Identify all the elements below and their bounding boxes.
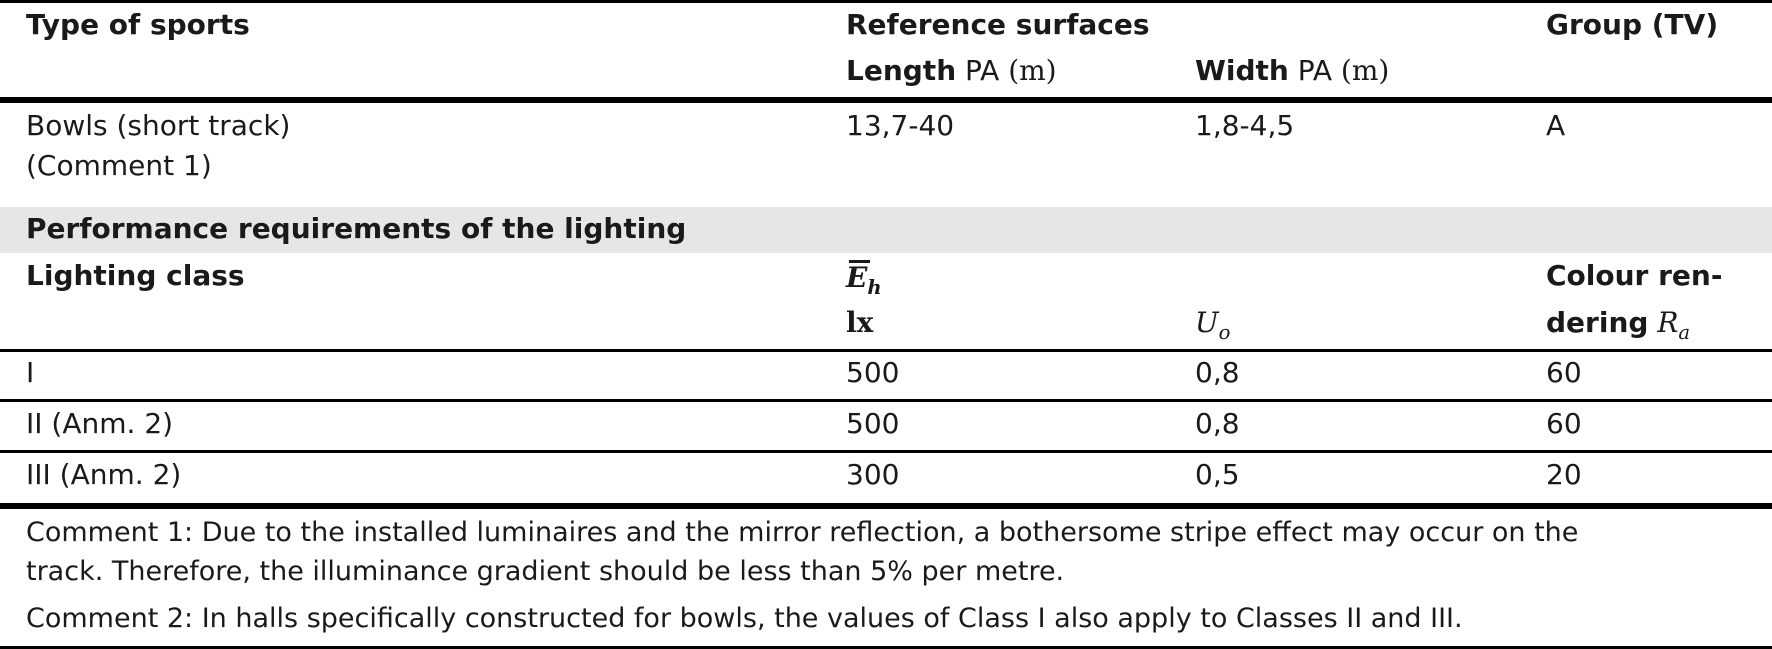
header-length: Length PA (m) — [846, 54, 1057, 88]
section-title: Performance requirements of the lighting — [26, 212, 687, 245]
row-3-eh: 300 — [846, 458, 900, 491]
header-eh-symbol: Eh — [846, 260, 882, 297]
header-eh-unit: lx — [846, 306, 874, 339]
row-2-uo: 0,8 — [1195, 407, 1240, 440]
comment-1-line1: Comment 1: Due to the installed luminair… — [26, 517, 1579, 548]
uo-subscript: o — [1218, 320, 1231, 344]
width-label: Width — [1195, 54, 1289, 87]
rule-header-bottom — [0, 97, 1772, 103]
length-label: Length — [846, 54, 957, 87]
header-uo-symbol: Uo — [1195, 306, 1230, 342]
rule-row-2 — [0, 450, 1772, 453]
sport-name-line2: (Comment 1) — [26, 149, 212, 182]
uo-letter: U — [1195, 306, 1219, 339]
header-reference-surfaces: Reference surfaces — [846, 8, 1150, 41]
header-colour-line2: dering Ra — [1546, 306, 1690, 342]
comment-1-line2: track. Therefore, the illuminance gradie… — [26, 556, 1065, 587]
row-2-ra: 60 — [1546, 407, 1582, 440]
row-3-ra: 20 — [1546, 458, 1582, 491]
section-band — [0, 207, 1772, 253]
rule-rows-bottom — [0, 503, 1772, 509]
length-unit-m: (m) — [1008, 54, 1057, 87]
header-type-of-sports: Type of sports — [26, 8, 250, 41]
header-lighting-class: Lighting class — [26, 259, 245, 292]
sport-group-value: A — [1546, 109, 1566, 142]
header-group-tv: Group (TV) — [1546, 8, 1719, 41]
rule-row-1 — [0, 399, 1772, 402]
rule-bottom — [0, 646, 1772, 649]
width-unit-m: (m) — [1340, 54, 1390, 87]
eh-letter: E — [846, 261, 868, 294]
row-1-class: I — [26, 356, 35, 389]
ra-subscript: a — [1678, 320, 1691, 344]
ra-letter: R — [1657, 306, 1679, 339]
sport-name-line1: Bowls (short track) — [26, 109, 291, 142]
row-3-uo: 0,5 — [1195, 458, 1240, 491]
header-width: Width PA (m) — [1195, 54, 1389, 88]
header-colour-line1: Colour ren- — [1546, 259, 1723, 292]
comment-2: Comment 2: In halls specifically constru… — [26, 603, 1463, 634]
row-1-uo: 0,8 — [1195, 356, 1240, 389]
row-1-eh: 500 — [846, 356, 900, 389]
row-3-class: III (Anm. 2) — [26, 458, 182, 491]
width-unit-pa: PA — [1297, 54, 1332, 87]
row-2-eh: 500 — [846, 407, 900, 440]
row-2-class: II (Anm. 2) — [26, 407, 174, 440]
rule-perf-header-bottom — [0, 349, 1772, 352]
sport-width-value: 1,8-4,5 — [1195, 109, 1295, 142]
colour-dering-label: dering — [1546, 306, 1649, 339]
rule-top — [0, 0, 1772, 3]
length-unit-pa: PA — [965, 54, 1000, 87]
sport-length-value: 13,7-40 — [846, 109, 955, 142]
eh-subscript: h — [867, 275, 882, 299]
row-1-ra: 60 — [1546, 356, 1582, 389]
